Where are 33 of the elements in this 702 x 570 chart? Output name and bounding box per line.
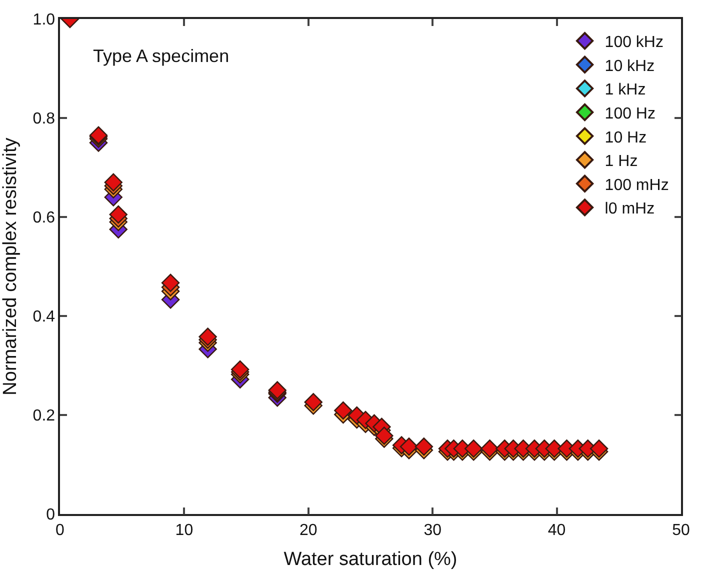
legend-label: 100 Hz xyxy=(604,105,656,122)
y-tick-label: 0.6 xyxy=(32,210,56,227)
y-tick-label: 0 xyxy=(46,506,56,524)
y-tick-label: 1.0 xyxy=(32,12,56,29)
x-tick-label: 20 xyxy=(300,522,318,539)
point xyxy=(590,440,608,458)
legend-label: 100 mHz xyxy=(604,176,669,194)
point xyxy=(104,173,123,192)
x-axis-title: Water saturation (%) xyxy=(284,549,458,570)
y-tick-label: 0.8 xyxy=(32,110,56,128)
y-tick-label: 0.4 xyxy=(32,308,56,326)
point xyxy=(400,438,418,456)
point xyxy=(414,438,434,456)
legend-label: 1 kHz xyxy=(604,82,646,99)
x-tick-label: 50 xyxy=(672,522,690,539)
y-tick-label: 0.2 xyxy=(32,408,56,425)
y-axis-title: Normarized complex resistivity xyxy=(0,137,21,396)
point xyxy=(334,401,352,420)
legend-label: l0 mHz xyxy=(604,200,655,218)
annotation: Type A specimen xyxy=(93,46,230,66)
point xyxy=(161,274,180,292)
point xyxy=(109,205,128,224)
legend-label: 1 Hz xyxy=(604,153,638,170)
point xyxy=(375,426,394,445)
x-tick-label: 30 xyxy=(424,522,442,539)
point xyxy=(304,393,322,412)
legend-label: 100 kHz xyxy=(604,34,664,52)
legend-label: 10 kHz xyxy=(604,58,655,75)
x-tick-label: 40 xyxy=(548,522,566,539)
point xyxy=(480,440,499,458)
point xyxy=(198,328,217,346)
legend-label: 10 Hz xyxy=(604,129,647,146)
x-tick-label: 10 xyxy=(175,522,194,539)
